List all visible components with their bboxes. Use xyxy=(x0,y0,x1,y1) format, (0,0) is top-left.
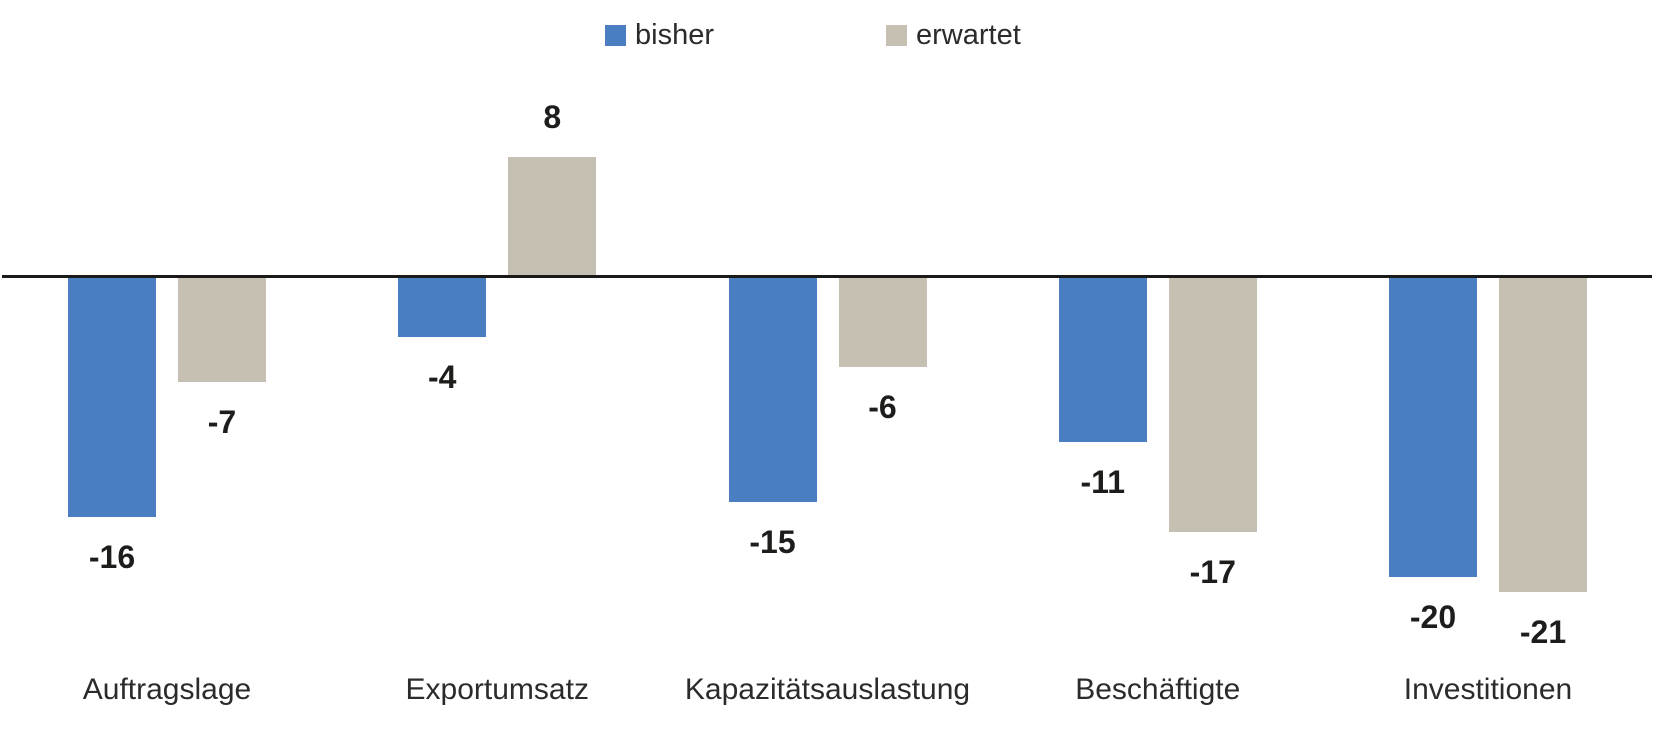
bar-erwartet-auftragslage xyxy=(178,277,266,382)
legend-label-bisher: bisher xyxy=(635,19,714,51)
bar-bisher-investitionen xyxy=(1389,277,1477,577)
category-label-kapazitätsauslastung: Kapazitätsauslastung xyxy=(684,673,971,706)
bar-bisher-kapazitätsauslastung xyxy=(728,277,817,502)
bar-erwartet-beschäftigte xyxy=(1168,277,1257,532)
value-label-erwartet-beschäftigte: -17 xyxy=(1189,554,1236,590)
category-label-exportumsatz: Exportumsatz xyxy=(405,673,589,706)
bar-bisher-exportumsatz xyxy=(398,277,487,337)
zero-axis-line xyxy=(2,275,1652,278)
legend-label-erwartet: erwartet xyxy=(916,19,1021,51)
value-label-erwartet-auftragslage: -7 xyxy=(207,404,237,440)
bar-erwartet-kapazitätsauslastung xyxy=(838,277,927,367)
bar-erwartet-exportumsatz xyxy=(508,157,597,277)
value-label-erwartet-exportumsatz: 8 xyxy=(543,99,562,135)
bar-erwartet-investitionen xyxy=(1499,277,1587,592)
value-label-bisher-beschäftigte: -11 xyxy=(1080,464,1125,500)
value-label-bisher-auftragslage: -16 xyxy=(88,539,136,575)
bar-bisher-beschäftigte xyxy=(1058,277,1147,442)
bar-bisher-auftragslage xyxy=(68,277,156,517)
category-label-auftragslage: Auftragslage xyxy=(82,673,252,706)
legend-item-erwartet: erwartet xyxy=(886,20,1021,50)
value-label-bisher-investitionen: -20 xyxy=(1409,599,1457,635)
value-label-erwartet-investitionen: -21 xyxy=(1519,614,1567,650)
legend-swatch-bisher xyxy=(605,24,626,46)
legend-swatch-erwartet xyxy=(886,24,907,46)
category-label-beschäftigte: Beschäftigte xyxy=(1075,673,1241,706)
legend-item-bisher: bisher xyxy=(605,20,714,50)
category-label-investitionen: Investitionen xyxy=(1403,673,1573,706)
value-label-bisher-exportumsatz: -4 xyxy=(428,359,457,395)
value-label-erwartet-kapazitätsauslastung: -6 xyxy=(868,389,897,425)
value-label-bisher-kapazitätsauslastung: -15 xyxy=(749,524,796,560)
